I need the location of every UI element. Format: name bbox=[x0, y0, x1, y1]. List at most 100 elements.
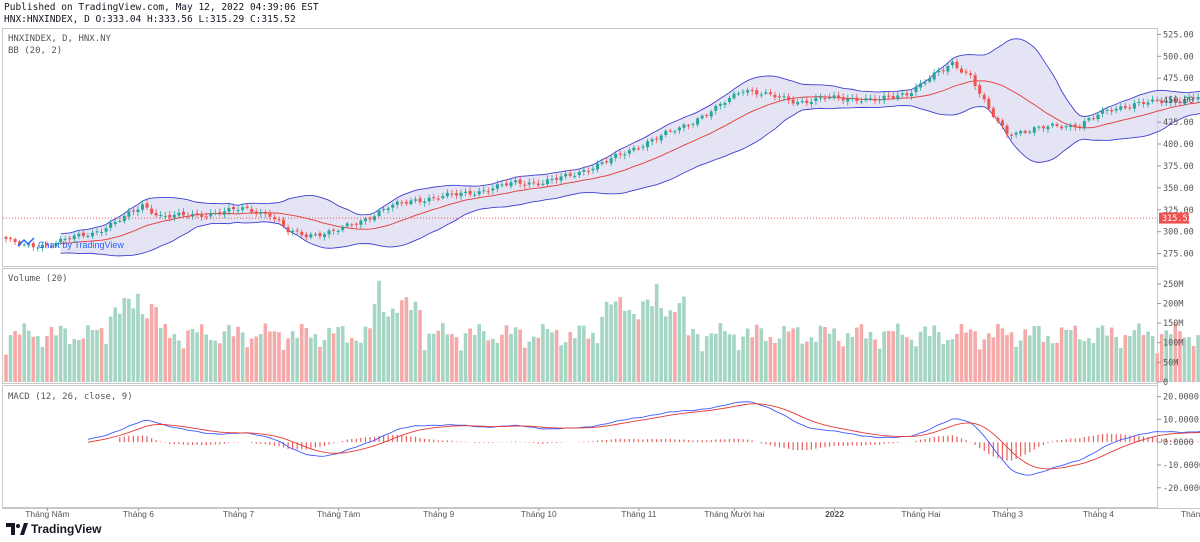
x-tick-label: Tháng Hai bbox=[901, 509, 940, 519]
candle-body bbox=[336, 230, 340, 232]
candle-body bbox=[900, 93, 904, 95]
candle-body bbox=[773, 94, 777, 98]
candle-body bbox=[391, 204, 395, 208]
candle-body bbox=[1073, 124, 1077, 128]
volume-bar bbox=[663, 316, 668, 382]
candle-body bbox=[395, 201, 399, 205]
volume-bar bbox=[195, 332, 199, 382]
candle-body bbox=[177, 212, 181, 216]
candle-body bbox=[118, 220, 122, 222]
volume-bar bbox=[832, 328, 836, 382]
volume-bar bbox=[518, 329, 522, 382]
volume-bar bbox=[481, 331, 486, 382]
volume-bar bbox=[968, 329, 973, 382]
candle-body bbox=[18, 241, 22, 246]
candle-body bbox=[168, 214, 172, 218]
candle-body bbox=[282, 219, 286, 227]
candle-body bbox=[609, 158, 613, 164]
volume-bar bbox=[691, 329, 695, 382]
volume-bar bbox=[923, 326, 927, 382]
macd-series bbox=[87, 401, 1200, 476]
volume-bar bbox=[714, 333, 718, 382]
price-legend: HNXINDEX, D, HNX.NY bbox=[8, 34, 112, 44]
candle-body bbox=[359, 220, 363, 225]
volume-bar bbox=[117, 313, 122, 382]
candle-body bbox=[145, 203, 149, 208]
volume-bar bbox=[941, 344, 946, 382]
y-tick-label: 350.00 bbox=[1163, 184, 1194, 194]
candle-body bbox=[809, 101, 813, 105]
candle-body bbox=[418, 198, 422, 203]
volume-bar bbox=[1087, 338, 1091, 382]
volume-bar bbox=[486, 340, 491, 382]
volume-bar bbox=[395, 312, 400, 382]
candle-body bbox=[614, 153, 618, 158]
candle-body bbox=[755, 90, 759, 95]
volume-bar bbox=[1046, 335, 1050, 382]
volume-bar bbox=[613, 301, 618, 382]
candle-body bbox=[131, 210, 135, 212]
y-tick-label: 200M bbox=[1163, 299, 1183, 309]
volume-bar bbox=[1169, 334, 1173, 382]
volume-bar bbox=[577, 325, 582, 382]
volume-bar bbox=[768, 337, 773, 382]
candle-body bbox=[555, 177, 559, 180]
candle-body bbox=[1137, 101, 1141, 103]
footer-brand[interactable]: TradingView bbox=[6, 522, 101, 536]
candle-body bbox=[72, 235, 76, 240]
volume-bar bbox=[36, 336, 40, 382]
volume-bar bbox=[190, 328, 195, 382]
candle-body bbox=[1096, 114, 1100, 120]
candle-body bbox=[632, 147, 636, 151]
candle-body bbox=[646, 141, 650, 148]
x-tick-label: Tháng 6 bbox=[123, 509, 154, 519]
y-tick-label: 300.00 bbox=[1163, 228, 1194, 238]
candle-body bbox=[254, 211, 258, 214]
volume-bar bbox=[668, 310, 673, 382]
candle-body bbox=[9, 237, 13, 239]
volume-bar bbox=[218, 343, 222, 382]
volume-bar bbox=[340, 326, 345, 382]
publish-info: Published on TradingView.com, May 12, 20… bbox=[4, 2, 319, 13]
candle-body bbox=[1151, 99, 1155, 102]
candle-body bbox=[313, 234, 317, 236]
volume-bar bbox=[372, 304, 377, 382]
volume-bar bbox=[1082, 341, 1087, 382]
candle-body bbox=[495, 184, 499, 189]
candle-body bbox=[1014, 132, 1018, 135]
volume-bar bbox=[336, 326, 340, 382]
volume-bar bbox=[1091, 343, 1096, 382]
volume-bar bbox=[623, 310, 627, 382]
volume-bar bbox=[158, 328, 163, 382]
bb-basis-line bbox=[60, 80, 1200, 244]
candle-body bbox=[682, 124, 686, 128]
candle-body bbox=[482, 190, 486, 192]
candle-body bbox=[1160, 100, 1164, 104]
candle-body bbox=[295, 230, 299, 232]
volume-bar bbox=[1146, 331, 1150, 382]
tradingview-logo-icon bbox=[6, 523, 28, 535]
candle-body bbox=[709, 111, 713, 117]
volume-bar bbox=[108, 316, 113, 382]
y-tick-label: 20.0000 bbox=[1163, 393, 1199, 403]
volume-bar bbox=[272, 331, 277, 382]
volume-bar bbox=[996, 323, 1000, 382]
volume-bar bbox=[900, 334, 905, 382]
volume-bar bbox=[732, 334, 736, 382]
candle-body bbox=[186, 216, 190, 218]
candle-body bbox=[323, 234, 326, 238]
candle-body bbox=[705, 114, 709, 116]
candle-body bbox=[523, 184, 527, 186]
candle-body bbox=[823, 98, 827, 100]
volume-bar bbox=[654, 283, 659, 382]
candle-body bbox=[250, 208, 254, 213]
candle-body bbox=[354, 223, 358, 225]
volume-bar bbox=[22, 323, 26, 382]
candle-body bbox=[1119, 106, 1123, 110]
volume-bar bbox=[964, 332, 968, 382]
volume-bar bbox=[1050, 343, 1055, 382]
volume-bar bbox=[591, 332, 595, 382]
candle-body bbox=[141, 204, 144, 210]
volume-bar bbox=[1196, 335, 1200, 382]
